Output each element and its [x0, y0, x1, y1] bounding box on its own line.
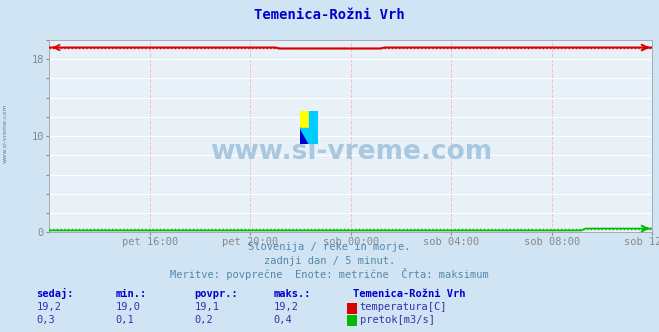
Bar: [309, 111, 318, 128]
Text: www.si-vreme.com: www.si-vreme.com: [3, 103, 8, 163]
Text: 0,2: 0,2: [194, 315, 213, 325]
Polygon shape: [300, 111, 309, 128]
Text: Temenica-Rožni Vrh: Temenica-Rožni Vrh: [353, 289, 465, 299]
Text: 0,4: 0,4: [273, 315, 292, 325]
Polygon shape: [300, 111, 309, 128]
Text: temperatura[C]: temperatura[C]: [360, 302, 447, 312]
Text: Slovenija / reke in morje.: Slovenija / reke in morje.: [248, 242, 411, 252]
Text: pretok[m3/s]: pretok[m3/s]: [360, 315, 435, 325]
Bar: [309, 128, 318, 144]
Text: 19,2: 19,2: [273, 302, 299, 312]
Text: sedaj:: sedaj:: [36, 288, 74, 299]
Text: 19,1: 19,1: [194, 302, 219, 312]
Text: povpr.:: povpr.:: [194, 289, 238, 299]
Text: www.si-vreme.com: www.si-vreme.com: [210, 138, 492, 165]
Text: zadnji dan / 5 minut.: zadnji dan / 5 minut.: [264, 256, 395, 266]
Text: 19,0: 19,0: [115, 302, 140, 312]
Bar: [300, 111, 309, 128]
Text: Meritve: povprečne  Enote: metrične  Črta: maksimum: Meritve: povprečne Enote: metrične Črta:…: [170, 268, 489, 280]
Polygon shape: [300, 128, 309, 144]
Text: 0,3: 0,3: [36, 315, 55, 325]
Text: maks.:: maks.:: [273, 289, 311, 299]
Polygon shape: [300, 128, 309, 144]
Polygon shape: [300, 111, 309, 128]
Polygon shape: [300, 128, 309, 144]
Text: min.:: min.:: [115, 289, 146, 299]
Text: 19,2: 19,2: [36, 302, 61, 312]
Polygon shape: [309, 111, 318, 144]
Text: Temenica-Rožni Vrh: Temenica-Rožni Vrh: [254, 8, 405, 22]
Text: 0,1: 0,1: [115, 315, 134, 325]
Bar: [300, 128, 309, 144]
